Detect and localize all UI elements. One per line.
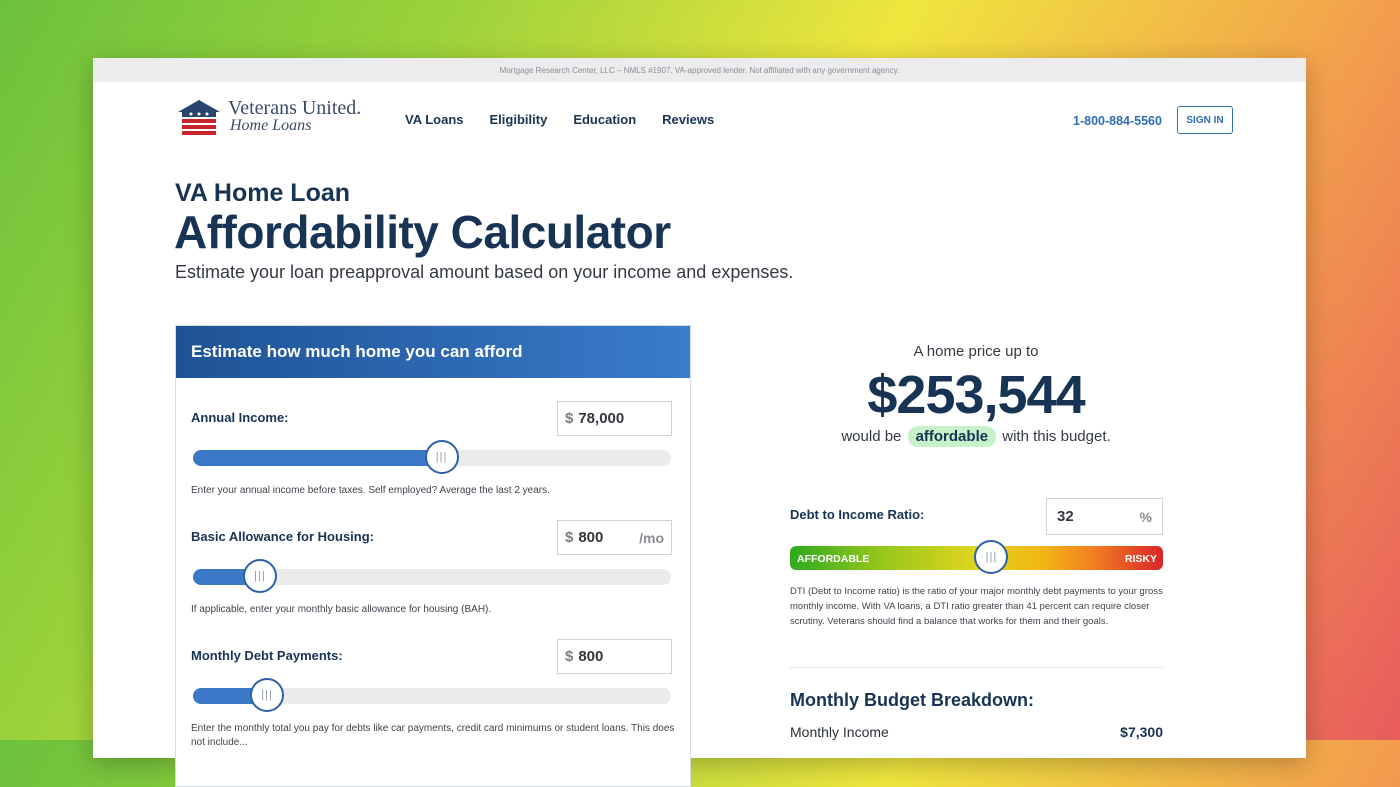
result-suffix: would be affordable with this budget. [789, 426, 1163, 447]
bah-label: Basic Allowance for Housing: [191, 529, 374, 544]
bah-input[interactable]: $ 800 /mo [557, 520, 672, 555]
result-post-after: with this budget. [1002, 428, 1111, 445]
annual-income-input[interactable]: $ 78,000 [557, 401, 672, 436]
budget-title: Monthly Budget Breakdown: [790, 690, 1034, 710]
grip-icon: ||| [261, 689, 273, 701]
budget-row-label: Monthly Income [790, 724, 889, 740]
browser-window: Mortgage Research Center, LLC – NMLS #19… [93, 58, 1306, 787]
calculator-card-heading: Estimate how much home you can afford [176, 326, 690, 378]
nav-reviews[interactable]: Reviews [662, 112, 715, 127]
dti-slider-thumb[interactable]: ||| [974, 540, 1009, 574]
slider-fill [193, 688, 268, 704]
slider-thumb[interactable]: ||| [250, 678, 285, 712]
monthly-debt-value: 800 [578, 648, 604, 665]
page-title-prefix: VA Home Loan [175, 179, 351, 207]
dti-help: DTI (Debt to Income ratio) is the ratio … [790, 586, 1163, 627]
grip-icon: ||| [254, 570, 266, 582]
dti-value: 32 [1057, 508, 1074, 525]
annual-income-label: Annual Income: [191, 410, 289, 425]
home-price-amount: $253,544 [867, 365, 1085, 425]
grip-icon: ||| [435, 451, 448, 463]
budget-row-value: $7,300 [1120, 724, 1163, 740]
monthly-debt-input[interactable]: $ 800 [557, 639, 672, 674]
nav-eligibility[interactable]: Eligibility [489, 112, 548, 127]
affordable-badge: affordable [907, 426, 997, 447]
dti-scale-risky: RISKY [1124, 553, 1157, 565]
brand-subname: Home Loans [230, 117, 312, 134]
page-title: Affordability Calculator [174, 206, 671, 258]
slider-fill [193, 450, 442, 466]
dti-scale-affordable: AFFORDABLE [797, 553, 870, 565]
result-prefix: A home price up to [913, 343, 1039, 360]
grip-icon: ||| [985, 551, 998, 563]
brand-name: Veterans United. [228, 97, 362, 119]
dti-label: Debt to Income Ratio: [790, 507, 925, 522]
nav-va-loans[interactable]: VA Loans [405, 112, 464, 127]
house-flag-icon [178, 100, 220, 135]
bah-value: 800 [578, 529, 604, 546]
disclosure-text: Mortgage Research Center, LLC – NMLS #19… [499, 65, 900, 75]
nav-education[interactable]: Education [573, 112, 637, 127]
affordability-result: A home price up to $253,544 would be aff… [789, 343, 1163, 447]
page-subtitle: Estimate your loan preapproval amount ba… [175, 262, 794, 282]
slider-thumb[interactable]: ||| [242, 559, 277, 593]
monthly-debt-slider[interactable]: ||| [193, 678, 671, 712]
percent-unit: % [1139, 508, 1152, 525]
monthly-debt-help: Enter the monthly total you pay for debt… [191, 723, 675, 748]
dti-input[interactable]: 32 % [1046, 498, 1163, 535]
calculator-card: Estimate how much home you can afford An… [175, 325, 691, 787]
currency-symbol: $ [565, 648, 574, 665]
sign-in-button[interactable]: SIGN IN [1177, 106, 1233, 134]
dti-slider[interactable]: AFFORDABLE RISKY ||| [790, 540, 1163, 574]
slider-thumb[interactable]: ||| [424, 440, 459, 474]
divider [790, 667, 1163, 668]
annual-income-slider[interactable]: ||| [193, 440, 671, 474]
brand-logo[interactable]: Veterans United. Home Loans [176, 98, 361, 136]
budget-row: Monthly Income $7,300 [790, 724, 1163, 740]
currency-symbol: $ [565, 529, 574, 546]
disclosure-bar: Mortgage Research Center, LLC – NMLS #19… [93, 58, 1306, 82]
phone-link[interactable]: 1-800-884-5560 [1073, 114, 1162, 128]
site-header: Veterans United. Home Loans VA Loans Eli… [93, 82, 1306, 158]
main-nav: VA Loans Eligibility Education Reviews [405, 112, 714, 127]
per-month-unit: /mo [639, 529, 664, 546]
bah-slider[interactable]: ||| [193, 559, 671, 593]
annual-income-value: 78,000 [578, 410, 625, 427]
annual-income-help: Enter your annual income before taxes. S… [191, 485, 550, 496]
result-post-before: would be [841, 428, 902, 445]
currency-symbol: $ [565, 410, 574, 427]
bah-help: If applicable, enter your monthly basic … [191, 604, 492, 615]
monthly-debt-label: Monthly Debt Payments: [191, 648, 343, 663]
